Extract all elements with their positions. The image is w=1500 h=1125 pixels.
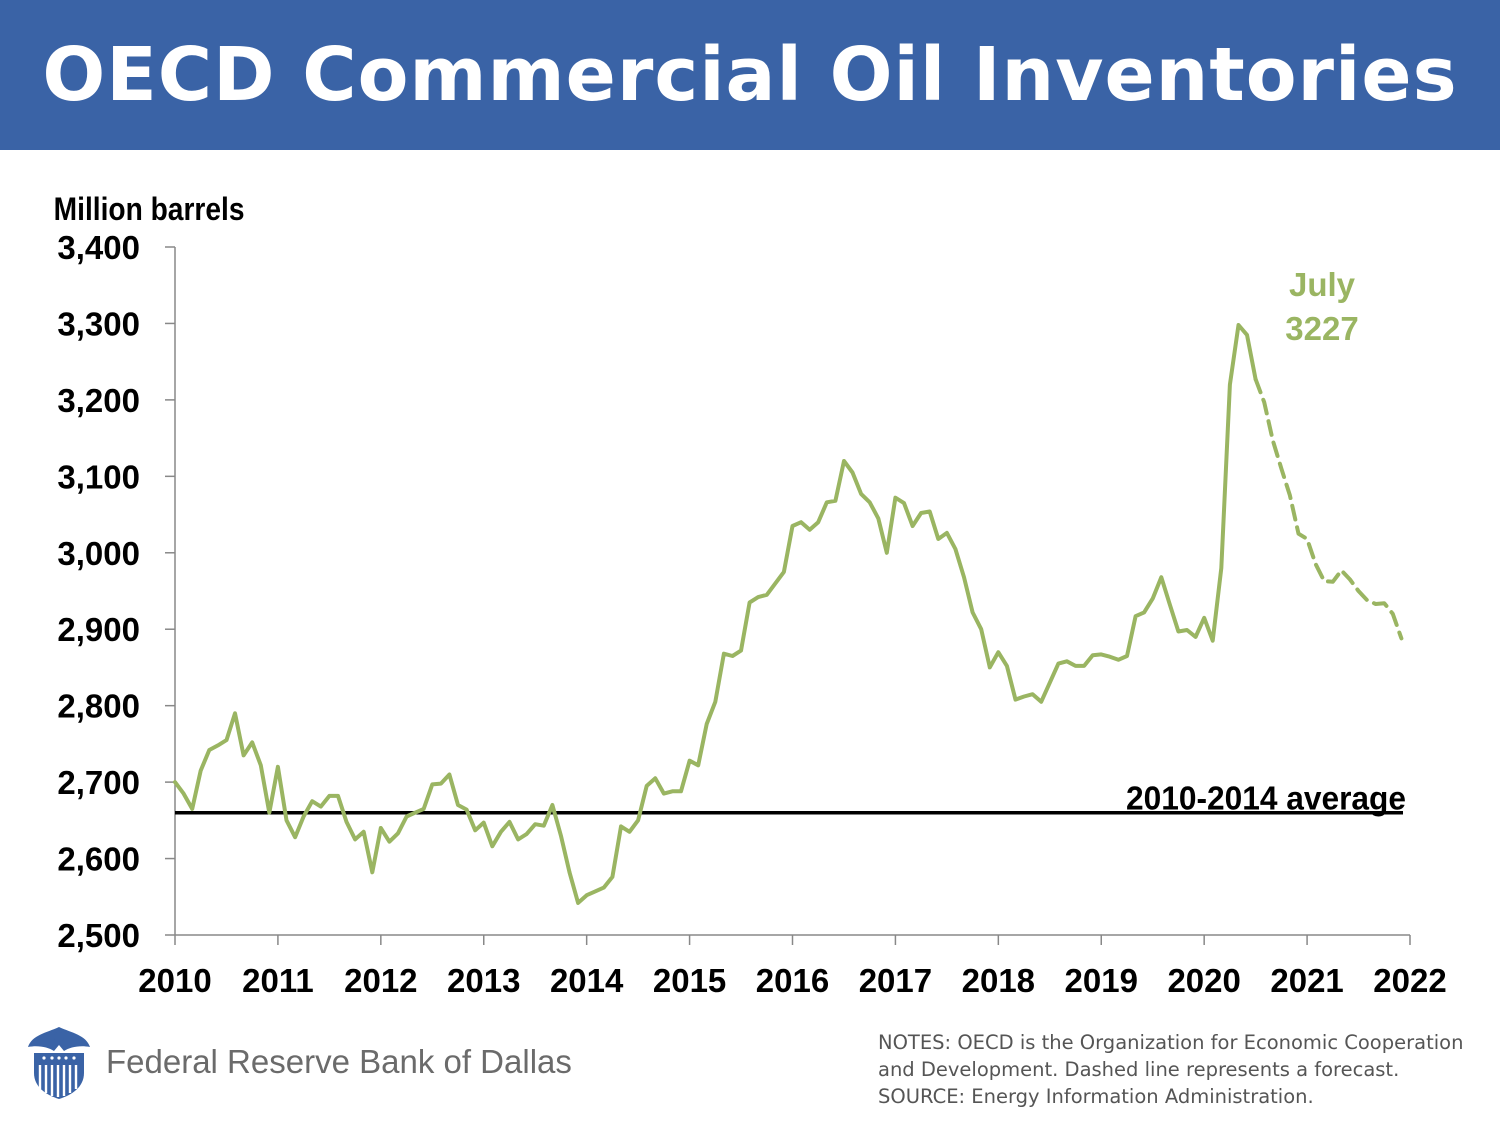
line-chart: Million barrels 2,500 2,600 2,700 2,800 2,90… (54, 192, 1447, 999)
y-tick-label: 2,800 (57, 688, 140, 725)
y-tick-label: 2,900 (57, 611, 140, 648)
bank-name: Federal Reserve Bank of Dallas (106, 1043, 572, 1080)
x-tick-label: 2016 (756, 962, 829, 999)
x-tick-label: 2018 (962, 962, 1035, 999)
x-tick-label: 2012 (344, 962, 417, 999)
average-line-label: 2010-2014 average (1126, 780, 1406, 817)
forecast-series-line (1253, 377, 1404, 641)
x-tick-label: 2021 (1270, 962, 1343, 999)
y-tick-label: 2,500 (57, 917, 140, 954)
actual-series-line (173, 323, 1258, 905)
y-tick-label: 3,100 (57, 458, 140, 495)
x-tick-labels: 2010 2011 2012 2013 2014 2015 2016 2017 2018 2019… (138, 962, 1446, 999)
notes-block: NOTES: OECD is the Organization for Econ… (878, 1029, 1478, 1110)
source-line: SOURCE: Energy Information Administratio… (878, 1085, 1314, 1108)
notes-line-2: and Development. Dashed line represents … (878, 1058, 1400, 1081)
y-tick-label: 3,000 (57, 535, 140, 572)
page-title: OECD Commercial Oil Inventories (42, 32, 1458, 118)
x-tick-label: 2019 (1065, 962, 1138, 999)
y-tick-label: 2,600 (57, 841, 140, 878)
y-tick-label: 2,700 (57, 764, 140, 801)
y-tick-label: 3,200 (57, 382, 140, 419)
y-tick-label: 3,400 (57, 229, 140, 266)
axes (165, 246, 1411, 945)
annotation-group: July 3227 (1285, 266, 1358, 347)
x-tick-label: 2022 (1373, 962, 1446, 999)
y-tick-label: 3,300 (57, 305, 140, 342)
x-tick-label: 2020 (1167, 962, 1240, 999)
x-tick-label: 2011 (242, 962, 314, 999)
header-banner: OECD Commercial Oil Inventories (0, 0, 1500, 150)
series-group (173, 323, 1404, 905)
x-tick-label: 2014 (550, 962, 624, 999)
x-tick-label: 2010 (138, 962, 211, 999)
y-tick-labels: 2,500 2,600 2,700 2,800 2,900 3,000 3,100 3,200… (57, 229, 140, 954)
y-axis-label: Million barrels (54, 192, 245, 227)
annotation-value: 3227 (1285, 310, 1358, 347)
notes-line-1: NOTES: OECD is the Organization for Econ… (878, 1031, 1464, 1054)
annotation-month: July (1289, 266, 1356, 303)
fed-seal-icon (28, 1027, 90, 1099)
x-tick-label: 2017 (859, 962, 932, 999)
x-tick-label: 2015 (653, 962, 726, 999)
average-line-group: 2010-2014 average (175, 780, 1406, 817)
x-tick-label: 2013 (447, 962, 520, 999)
